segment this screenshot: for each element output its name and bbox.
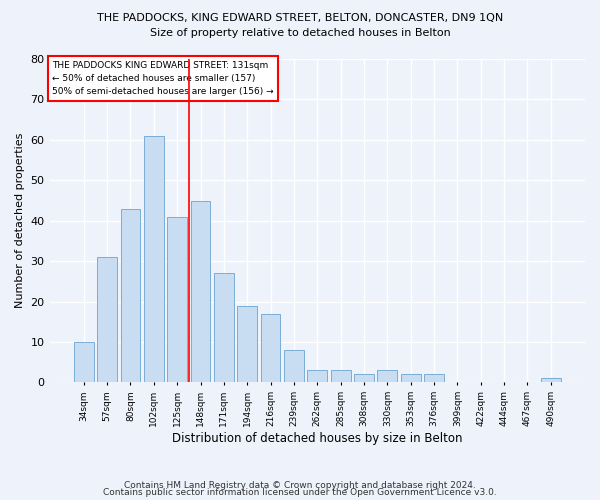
Bar xyxy=(284,350,304,382)
Bar xyxy=(74,342,94,382)
Bar xyxy=(121,208,140,382)
Text: THE PADDOCKS, KING EDWARD STREET, BELTON, DONCASTER, DN9 1QN: THE PADDOCKS, KING EDWARD STREET, BELTON… xyxy=(97,12,503,22)
Bar xyxy=(191,200,211,382)
Text: Size of property relative to detached houses in Belton: Size of property relative to detached ho… xyxy=(149,28,451,38)
Bar xyxy=(377,370,397,382)
Text: Contains public sector information licensed under the Open Government Licence v3: Contains public sector information licen… xyxy=(103,488,497,497)
X-axis label: Distribution of detached houses by size in Belton: Distribution of detached houses by size … xyxy=(172,432,463,445)
Bar xyxy=(238,306,257,382)
Bar xyxy=(144,136,164,382)
Bar xyxy=(97,257,117,382)
Bar xyxy=(307,370,327,382)
Bar xyxy=(541,378,560,382)
Bar xyxy=(424,374,444,382)
Text: THE PADDOCKS KING EDWARD STREET: 131sqm
← 50% of detached houses are smaller (15: THE PADDOCKS KING EDWARD STREET: 131sqm … xyxy=(52,60,274,96)
Bar xyxy=(331,370,350,382)
Bar xyxy=(167,216,187,382)
Bar xyxy=(260,314,280,382)
Text: Contains HM Land Registry data © Crown copyright and database right 2024.: Contains HM Land Registry data © Crown c… xyxy=(124,480,476,490)
Bar xyxy=(214,274,234,382)
Y-axis label: Number of detached properties: Number of detached properties xyxy=(15,133,25,308)
Bar xyxy=(401,374,421,382)
Bar xyxy=(354,374,374,382)
